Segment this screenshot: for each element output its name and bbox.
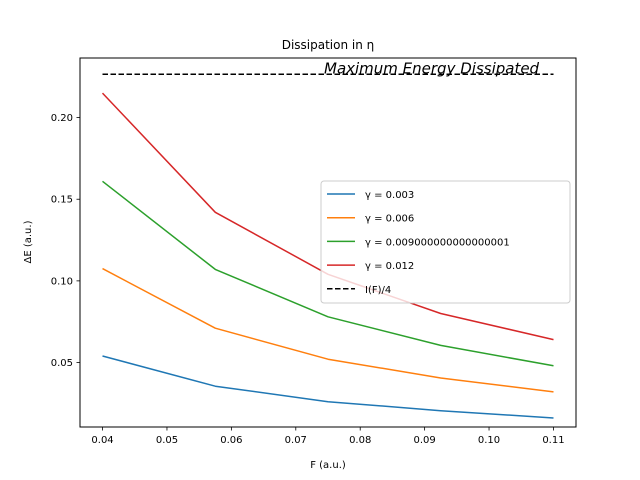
- x-tick-label: 0.09: [413, 435, 435, 446]
- legend-box: [320, 180, 571, 304]
- legend-label-4: I(F)/4: [365, 285, 391, 296]
- chart-title: Dissipation in η: [282, 38, 375, 52]
- x-tick-label: 0.05: [156, 435, 178, 446]
- y-tick-label: 0.05: [51, 358, 73, 369]
- legend: γ = 0.003 γ = 0.006 γ = 0.0090000000000000…: [320, 180, 571, 304]
- annotation-layer: Maximum Energy Dissipated: [324, 59, 540, 77]
- series-line-0: [102, 355, 554, 419]
- x-tick-label: 0.10: [478, 435, 500, 446]
- series-line-1: [102, 267, 554, 393]
- x-tick-label: 0.04: [91, 435, 113, 446]
- y-tick-label: 0.15: [51, 195, 73, 206]
- series-line-2: [102, 180, 554, 367]
- x-tick-label: 0.07: [285, 435, 307, 446]
- x-axis-label: F (a.u.): [310, 460, 346, 471]
- x-tick-label: 0.06: [220, 435, 242, 446]
- y-tick-label: 0.20: [51, 113, 73, 124]
- series-layer: [101, 73, 554, 419]
- legend-label-0: γ = 0.003: [365, 190, 414, 201]
- legend-label-2: γ = 0.009000000000000001: [365, 237, 510, 248]
- x-tick-label: 0.08: [349, 435, 371, 446]
- y-axis-label: ΔE (a.u.): [23, 220, 34, 263]
- y-tick-label: 0.10: [51, 276, 73, 287]
- y-axis-ticks: 0.05 0.10 0.15 0.20: [51, 113, 80, 369]
- x-tick-label: 0.11: [542, 435, 564, 446]
- annotation-text-0: Maximum Energy Dissipated: [324, 59, 540, 77]
- legend-label-3: γ = 0.012: [365, 261, 414, 272]
- x-axis-ticks: 0.04 0.05 0.06 0.07 0.08 0.09 0.10 0.11: [91, 427, 565, 446]
- legend-label-1: γ = 0.006: [365, 214, 414, 225]
- axes-frame: [79, 57, 577, 428]
